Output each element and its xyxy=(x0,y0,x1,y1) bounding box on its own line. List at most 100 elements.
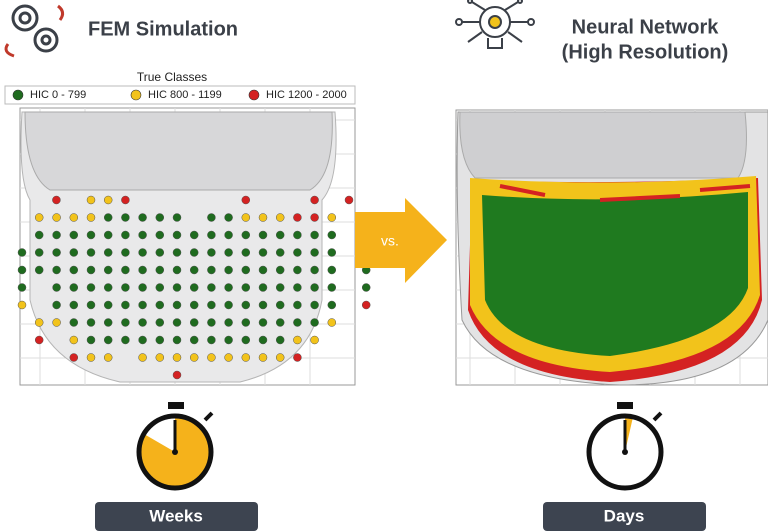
sample-point xyxy=(86,230,96,240)
sample-point xyxy=(86,213,96,222)
sample-point xyxy=(241,248,251,257)
sample-point xyxy=(224,300,233,310)
sample-point xyxy=(121,335,130,345)
sample-point xyxy=(69,230,79,240)
sample-point xyxy=(86,265,96,275)
sample-point xyxy=(86,283,96,292)
sample-point xyxy=(241,230,251,240)
sample-point xyxy=(189,353,199,362)
sample-point xyxy=(310,265,319,275)
sample-point xyxy=(207,248,216,257)
sample-point xyxy=(293,265,302,275)
sample-point xyxy=(69,300,79,310)
sample-point xyxy=(258,230,268,240)
sample-point xyxy=(34,230,44,240)
sample-point xyxy=(310,318,319,327)
sample-point xyxy=(241,318,251,327)
sample-point xyxy=(121,300,130,310)
sample-point xyxy=(293,230,302,240)
sample-point xyxy=(155,283,165,292)
sample-point xyxy=(258,248,268,257)
sample-point xyxy=(172,265,182,275)
sample-point xyxy=(327,248,337,257)
sample-point xyxy=(172,230,182,240)
sample-point xyxy=(138,335,147,345)
heatmap-red-strip xyxy=(499,184,751,202)
sample-point xyxy=(172,283,182,292)
sample-point xyxy=(310,195,319,205)
sample-point xyxy=(258,300,268,310)
sample-point xyxy=(293,318,302,327)
sample-point xyxy=(121,230,130,240)
sample-point xyxy=(86,318,96,327)
right-title-line: (High Resolution) xyxy=(562,41,729,63)
time-badge xyxy=(543,502,706,531)
legend-marker xyxy=(248,89,260,101)
sample-point xyxy=(155,213,165,222)
sample-point xyxy=(310,230,319,240)
sample-point xyxy=(103,335,113,345)
sample-point xyxy=(121,195,130,205)
time-label: Days xyxy=(604,506,645,525)
sample-point xyxy=(224,248,233,257)
sample-point xyxy=(103,283,113,292)
sample-point xyxy=(34,213,44,222)
sample-point xyxy=(207,335,216,345)
sample-point xyxy=(241,300,251,310)
sample-point xyxy=(189,248,199,257)
left-title: FEM Simulation xyxy=(88,18,238,40)
sample-point xyxy=(207,283,216,292)
sample-point xyxy=(293,300,302,310)
sample-point xyxy=(189,265,199,275)
network-icon xyxy=(455,0,535,49)
sample-point xyxy=(103,353,113,362)
sample-point xyxy=(103,195,113,205)
sample-point xyxy=(241,195,251,205)
sample-point xyxy=(138,318,147,327)
sample-point xyxy=(52,300,61,310)
legend-marker xyxy=(12,89,24,101)
hood-top xyxy=(459,111,747,179)
sample-point xyxy=(17,283,27,292)
sample-point xyxy=(327,318,337,327)
sample-point xyxy=(52,195,61,205)
sample-point xyxy=(275,230,285,240)
stopwatch-left xyxy=(136,402,214,491)
sample-point xyxy=(207,318,216,327)
sample-point xyxy=(224,213,233,222)
sample-point xyxy=(86,353,96,362)
sample-point xyxy=(103,318,113,327)
sample-point xyxy=(275,300,285,310)
sample-point xyxy=(327,213,337,222)
sample-point xyxy=(138,265,147,275)
sample-point xyxy=(207,300,216,310)
sample-point xyxy=(344,195,354,205)
sample-point xyxy=(52,230,61,240)
sample-point xyxy=(258,335,268,345)
sample-point xyxy=(275,213,285,222)
sample-point xyxy=(275,283,285,292)
sample-point xyxy=(207,230,216,240)
sample-point xyxy=(155,300,165,310)
sample-point xyxy=(155,265,165,275)
sample-point xyxy=(327,283,337,292)
sample-point xyxy=(310,335,319,345)
sample-point xyxy=(155,335,165,345)
sample-point xyxy=(310,213,319,222)
sample-point xyxy=(241,283,251,292)
sample-point xyxy=(155,318,165,327)
sample-point xyxy=(138,300,147,310)
sample-point xyxy=(310,283,319,292)
sample-point xyxy=(138,248,147,257)
heatmap-green xyxy=(482,192,748,356)
sample-point xyxy=(224,283,233,292)
sample-point xyxy=(155,248,165,257)
sample-point xyxy=(293,248,302,257)
sample-point xyxy=(224,353,233,362)
sample-point xyxy=(155,230,165,240)
sample-point xyxy=(103,248,113,257)
sample-point xyxy=(361,300,371,310)
sample-point xyxy=(138,353,147,362)
sample-point xyxy=(121,248,130,257)
